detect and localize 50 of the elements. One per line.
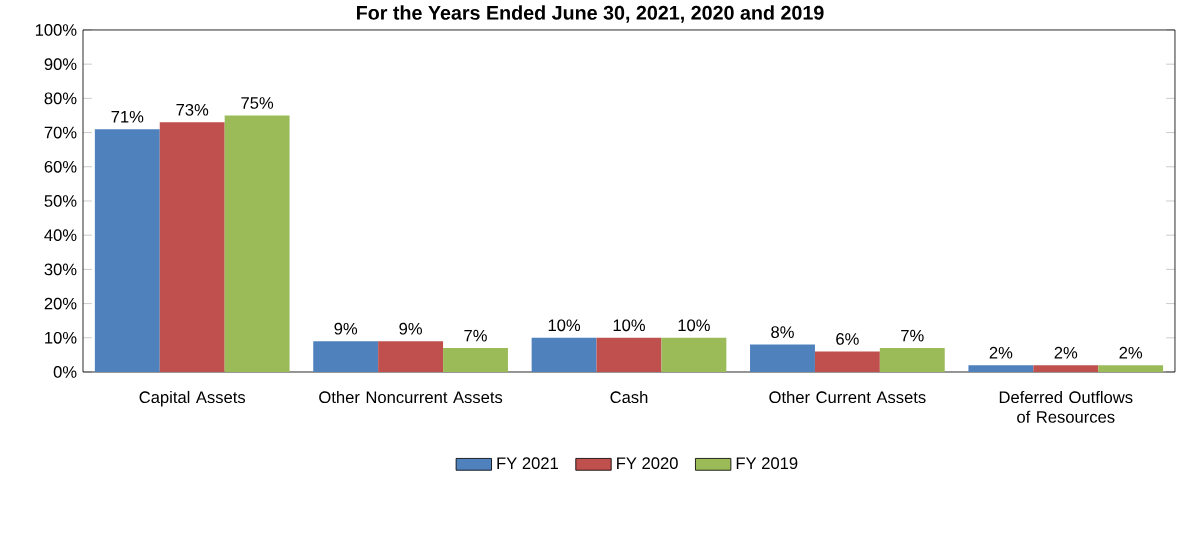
legend-label: FY 2020 [617, 457, 678, 470]
bar [879, 348, 945, 372]
data-label: 73% [176, 103, 209, 116]
x-tick-label: Cash [610, 390, 648, 404]
x-tick-label: Other Current Assets [769, 390, 926, 404]
bar [159, 122, 225, 372]
data-label: 10% [548, 319, 581, 332]
data-label: 10% [678, 319, 710, 332]
y-tick-label: 20% [44, 297, 77, 310]
data-label: 9% [334, 322, 358, 335]
y-tick-label: 60% [44, 160, 77, 173]
bar [224, 115, 290, 372]
bar [1098, 365, 1164, 372]
x-tick-label: Other Noncurrent Assets [319, 390, 503, 404]
data-label: 10% [613, 319, 645, 332]
data-label: 7% [901, 329, 924, 342]
y-tick-label: 90% [44, 58, 77, 71]
bar [1033, 365, 1099, 372]
x-tick-label: Capital Assets [139, 390, 246, 407]
data-label: 9% [399, 322, 422, 335]
data-label: 7% [464, 329, 487, 342]
chart-title: For the Years Ended June 30, 2021, 2020 and 2019 [357, 5, 824, 23]
data-label: 2% [989, 346, 1013, 359]
bar [94, 129, 160, 372]
data-label: 6% [836, 333, 859, 345]
bar [443, 348, 508, 372]
bar [968, 365, 1034, 372]
legend-label: FY 2021 [497, 457, 558, 470]
data-label: 2% [1054, 346, 1078, 359]
y-tick-label: 80% [44, 92, 77, 105]
bar [596, 337, 662, 372]
bar [814, 351, 880, 372]
y-tick-label: 30% [44, 263, 77, 276]
y-tick-label: 70% [44, 126, 77, 139]
bar [313, 341, 379, 372]
bar [378, 341, 444, 372]
y-tick-label: 100% [35, 24, 77, 36]
y-tick-label: 10% [45, 331, 77, 344]
bar [661, 337, 727, 372]
data-label: 71% [111, 110, 144, 123]
x-tick-label: Deferred Outflows of Resources [999, 390, 1133, 423]
data-label: 75% [241, 97, 274, 109]
y-tick-label: 40% [44, 229, 77, 242]
data-label: 8% [771, 326, 794, 338]
y-tick-label: 50% [44, 195, 77, 207]
bar [750, 344, 815, 372]
y-tick-label: 0% [53, 366, 77, 378]
legend-label: FY 2019 [736, 457, 798, 470]
data-label: 2% [1119, 346, 1143, 359]
bar [531, 337, 597, 372]
